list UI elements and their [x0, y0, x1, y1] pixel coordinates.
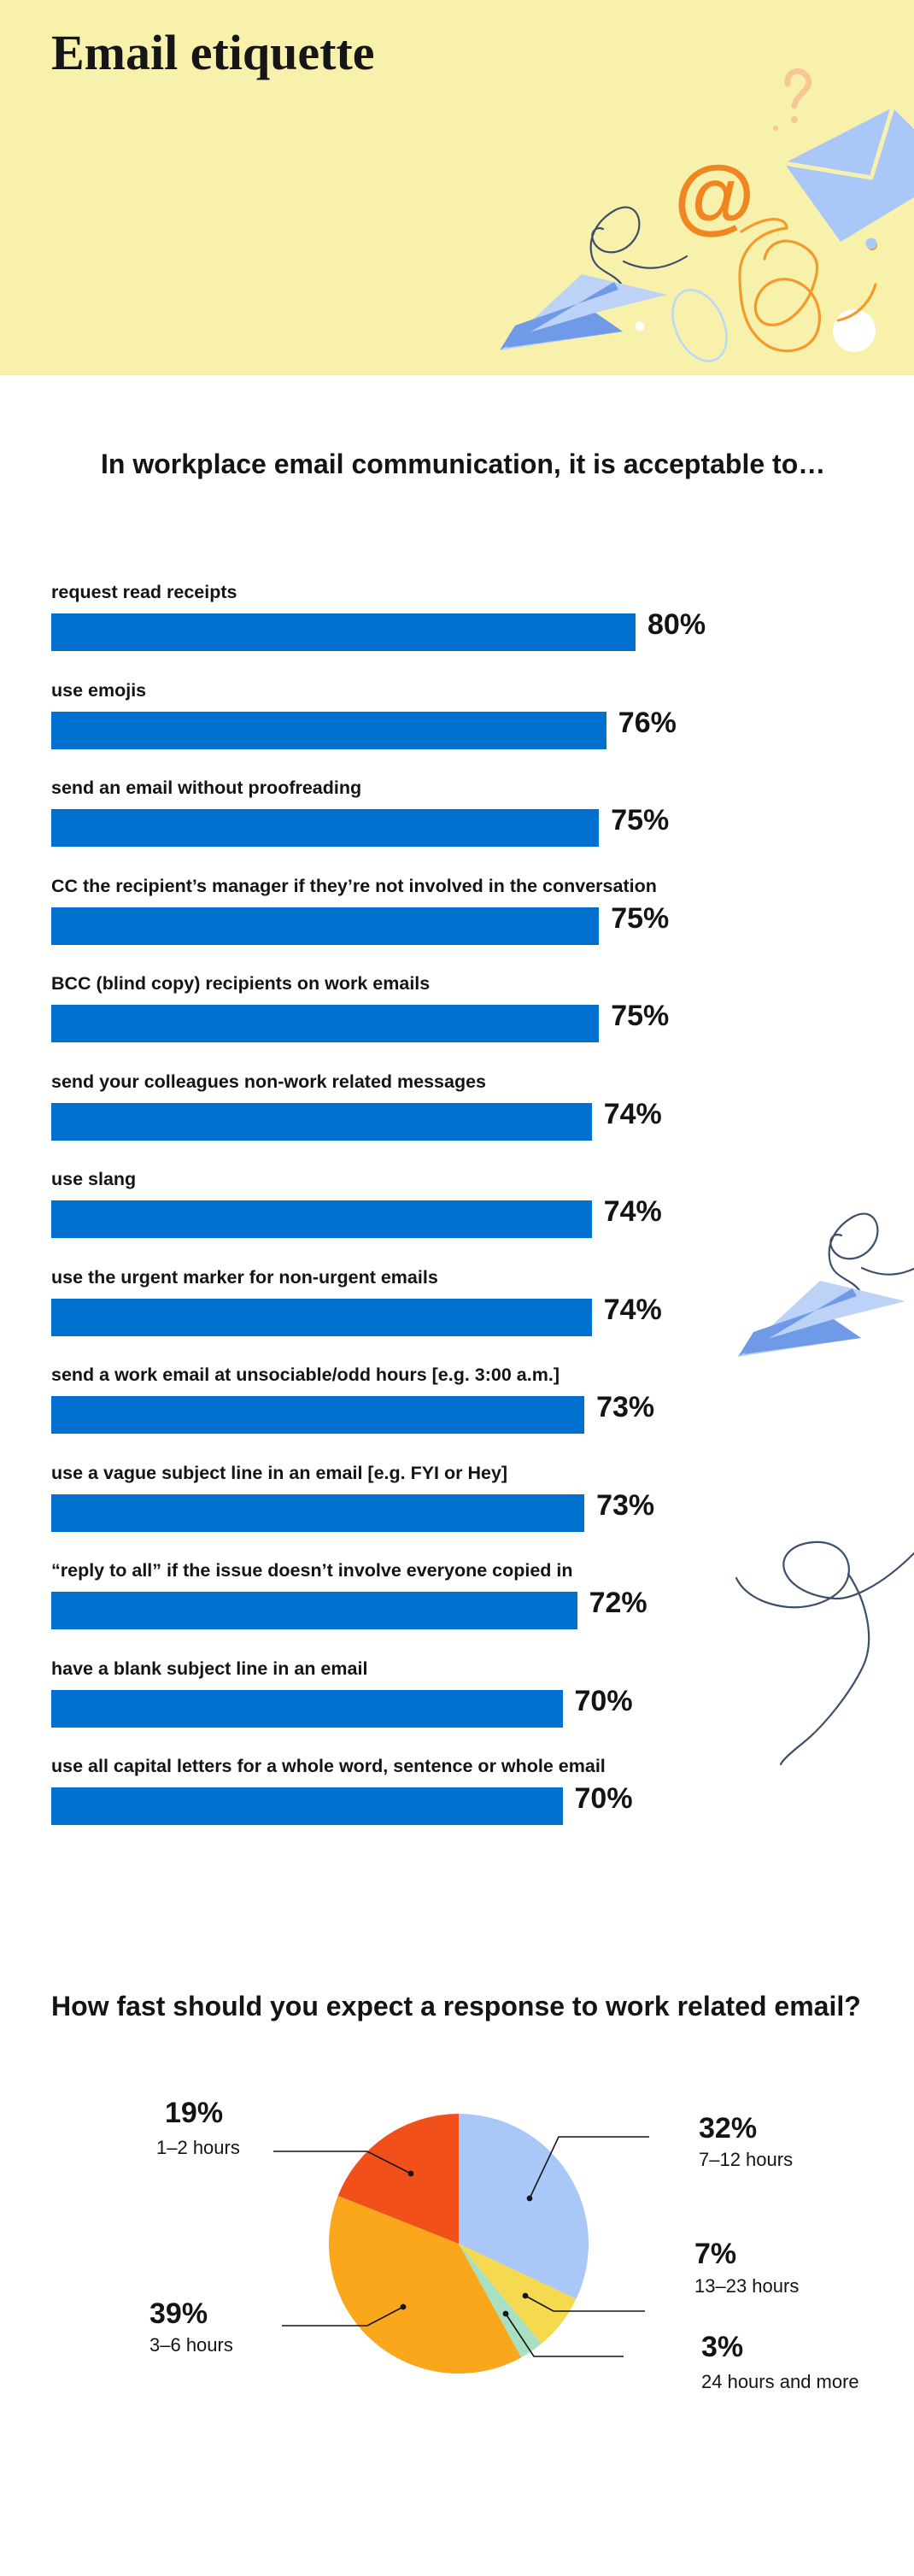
svg-text:@: @ [674, 149, 755, 242]
